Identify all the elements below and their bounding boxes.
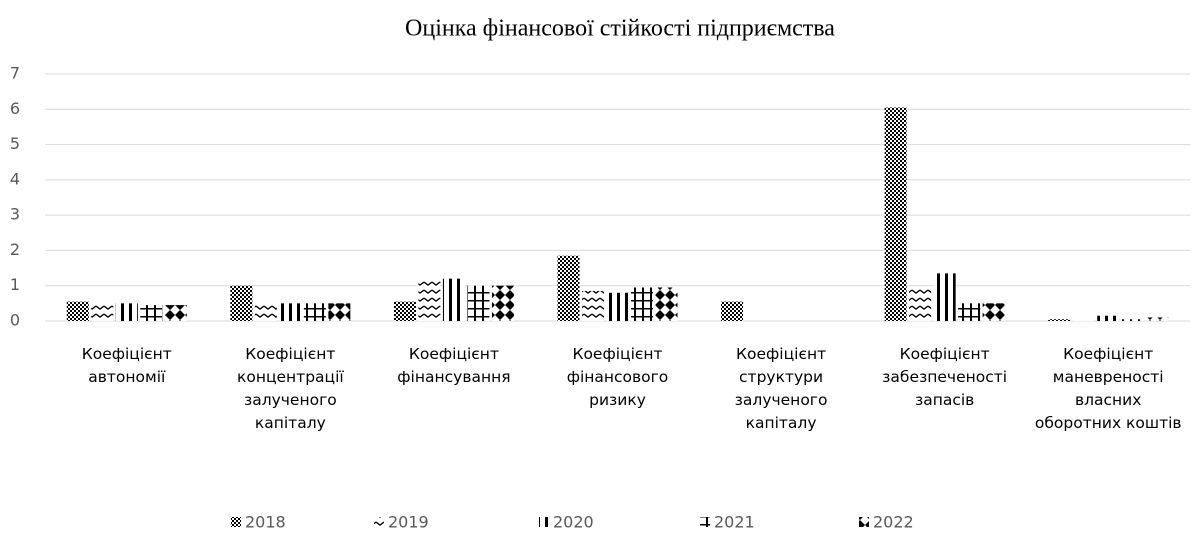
x-tick-label: Коефіцієнт структури залученого капіталу xyxy=(734,345,828,432)
bar xyxy=(582,291,604,321)
bar xyxy=(393,301,416,321)
bar xyxy=(328,303,351,321)
x-tick-label: Коефіцієнт забезпеченості запасів xyxy=(882,345,1008,409)
y-tick-label: 4 xyxy=(10,169,20,188)
legend-swatch xyxy=(700,517,710,527)
y-tick-label: 6 xyxy=(10,99,20,118)
bar xyxy=(442,278,465,321)
legend-label: 2022 xyxy=(873,513,914,532)
bar xyxy=(230,285,253,321)
x-tick-label: Коефіцієнт концентрації залученого капіт… xyxy=(236,345,344,432)
bar xyxy=(115,303,138,321)
legend-swatch xyxy=(374,517,384,527)
bar xyxy=(91,303,114,321)
legend-swatch xyxy=(859,517,869,527)
bar xyxy=(164,305,187,321)
bar xyxy=(1146,317,1169,321)
bar xyxy=(303,303,326,321)
bar xyxy=(467,285,490,321)
bar xyxy=(1121,319,1144,321)
y-tick-label: 0 xyxy=(10,311,20,330)
bar xyxy=(982,303,1005,321)
legend-label: 2021 xyxy=(714,513,755,532)
bar xyxy=(606,292,629,321)
bar xyxy=(418,278,441,321)
bar xyxy=(909,287,932,321)
legend-swatch xyxy=(231,517,241,527)
legend-label: 2019 xyxy=(388,513,429,532)
bar xyxy=(1097,315,1120,321)
legend-label: 2018 xyxy=(245,513,286,532)
x-tick-label: Коефіцієнт маневреності власних оборотни… xyxy=(1034,345,1182,432)
y-tick-label: 2 xyxy=(10,240,20,259)
bar xyxy=(66,301,89,321)
x-tick-label: Коефіцієнт фінансового ризику xyxy=(566,345,669,409)
bar xyxy=(279,303,302,321)
bar xyxy=(1072,319,1095,321)
bar xyxy=(1048,319,1071,321)
bar xyxy=(933,273,956,321)
bar xyxy=(254,305,277,321)
x-tick-label: Коефіцієнт автономії xyxy=(81,345,172,386)
chart-title: Оцінка фінансової стійкості підприємства xyxy=(405,16,835,42)
bar xyxy=(958,303,981,321)
bar xyxy=(631,287,653,321)
bar xyxy=(140,305,163,321)
legend-label: 2020 xyxy=(553,513,594,532)
bar xyxy=(491,285,514,321)
bar xyxy=(884,107,907,322)
y-tick-label: 5 xyxy=(10,134,20,153)
legend-swatch xyxy=(539,517,549,527)
y-tick-label: 3 xyxy=(10,205,20,224)
y-tick-label: 1 xyxy=(10,275,20,294)
y-tick-label: 7 xyxy=(10,64,20,83)
bar xyxy=(557,255,580,321)
bar xyxy=(655,287,678,321)
bar xyxy=(721,301,744,321)
x-tick-label: Коефіцієнт фінансування xyxy=(397,345,511,386)
